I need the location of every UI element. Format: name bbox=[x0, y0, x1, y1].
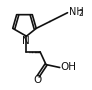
Text: OH: OH bbox=[61, 62, 77, 72]
Text: O: O bbox=[34, 75, 42, 85]
Text: N: N bbox=[22, 36, 30, 46]
Text: NH: NH bbox=[69, 7, 84, 17]
Text: 2: 2 bbox=[78, 9, 83, 18]
